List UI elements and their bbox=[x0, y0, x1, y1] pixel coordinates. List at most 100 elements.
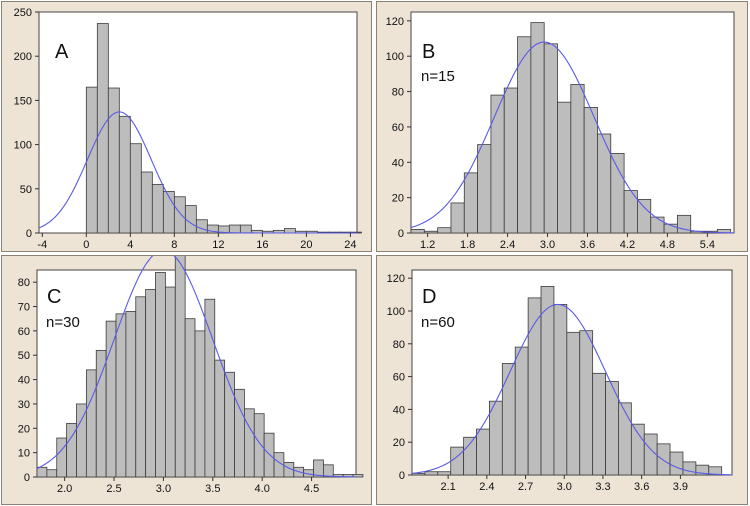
y-tick-label: 30 bbox=[18, 399, 30, 411]
y-tick-label: 150 bbox=[14, 95, 32, 107]
histogram-bar bbox=[597, 133, 612, 234]
histogram-bar bbox=[530, 22, 545, 234]
histogram-bar bbox=[145, 289, 156, 478]
histogram-c: 0 10 20 30 40 50 60 70 80 2.0 2.5 3.0 3.5 4.0 4.5 Cn=30 bbox=[18, 256, 364, 495]
histogram-bar bbox=[517, 36, 532, 234]
histogram-bar bbox=[263, 432, 275, 478]
y-tick-label: 50 bbox=[18, 350, 30, 362]
y-tick-label: 120 bbox=[387, 273, 405, 285]
x-tick-label: 3.5 bbox=[205, 483, 220, 495]
histogram-bar bbox=[490, 94, 505, 234]
histogram-bar bbox=[566, 331, 581, 476]
histogram-bar bbox=[204, 298, 216, 478]
histogram-bar bbox=[96, 23, 109, 234]
x-tick-label: 4 bbox=[127, 239, 133, 251]
x-tick-label: 1.2 bbox=[420, 239, 435, 251]
histogram-bar bbox=[194, 330, 206, 478]
histogram-bar bbox=[656, 443, 671, 476]
panel-letter: C bbox=[47, 286, 61, 308]
x-tick-label: 3.0 bbox=[540, 239, 555, 251]
sample-size-label: n=15 bbox=[421, 68, 455, 85]
histogram-bar bbox=[151, 183, 164, 234]
x-tick-label: 2.5 bbox=[106, 483, 121, 495]
x-tick-label: 3.9 bbox=[673, 481, 688, 493]
y-tick-label: 100 bbox=[387, 306, 405, 318]
x-tick-label: 24 bbox=[344, 239, 356, 251]
histogram-bar bbox=[708, 466, 723, 476]
x-tick-label: 3.6 bbox=[580, 239, 595, 251]
histogram-b: 0 20 40 60 80 100 120 1.2 1.8 2.4 3.0 3.6 4.2 4.8 5.4 B… bbox=[386, 11, 735, 251]
histogram-bar bbox=[140, 171, 153, 234]
histogram-bar bbox=[56, 437, 68, 478]
histogram-bar bbox=[352, 474, 364, 478]
histogram-bar bbox=[553, 304, 568, 476]
histogram-bar bbox=[540, 285, 555, 476]
histogram-bar bbox=[579, 330, 594, 476]
x-tick-label: 2.1 bbox=[440, 481, 455, 493]
y-tick-label: 20 bbox=[393, 437, 405, 449]
x-tick-label: 3.3 bbox=[595, 481, 610, 493]
histogram-bar bbox=[423, 230, 439, 234]
normal-fit-curve bbox=[411, 303, 733, 476]
histogram-bar bbox=[637, 199, 652, 234]
histogram-bar bbox=[155, 272, 166, 478]
y-tick-label: 0 bbox=[399, 470, 405, 482]
y-tick-label: 0 bbox=[398, 228, 404, 240]
histogram-bar bbox=[514, 346, 529, 476]
histogram-bar bbox=[618, 402, 632, 476]
x-tick-label: 3.0 bbox=[557, 481, 572, 493]
x-tick-label: -4 bbox=[37, 239, 47, 251]
histogram-d: 0 20 40 60 80 100 120 2.1 2.4 2.7 3.0 3.3 3.6 3.9 Dn=6… bbox=[387, 269, 733, 493]
histogram-bar bbox=[424, 471, 439, 476]
y-tick-label: 80 bbox=[18, 277, 30, 289]
y-tick-label: 20 bbox=[392, 193, 404, 205]
histogram-bar bbox=[450, 446, 465, 476]
histogram-bar bbox=[46, 469, 58, 478]
y-tick-label: 120 bbox=[386, 16, 404, 28]
histogram-bar bbox=[437, 227, 452, 234]
y-tick-label: 70 bbox=[18, 302, 30, 314]
histogram-bar bbox=[174, 256, 186, 478]
panel-b: 0 20 40 60 80 100 120 1.2 1.8 2.4 3.0 3.6 4.2 4.8 5.4 B… bbox=[376, 1, 748, 252]
x-tick-label: 8 bbox=[171, 239, 177, 251]
histogram-bar bbox=[543, 43, 558, 234]
histogram-bar bbox=[583, 107, 598, 234]
histogram-bar bbox=[450, 202, 465, 234]
histogram-bar bbox=[630, 423, 645, 476]
histogram-bar bbox=[592, 372, 606, 476]
histogram-bar bbox=[85, 86, 98, 234]
histogram-bar bbox=[105, 320, 117, 478]
y-tick-label: 50 bbox=[20, 184, 32, 196]
histogram-bar bbox=[107, 87, 120, 234]
panel-letter: B bbox=[422, 41, 435, 63]
histogram-bar bbox=[234, 388, 245, 478]
histogram-bar bbox=[184, 205, 197, 234]
histogram-bar bbox=[476, 428, 490, 476]
x-tick-label: 2.0 bbox=[57, 483, 72, 495]
histogram-bar bbox=[283, 228, 296, 234]
histogram-bar bbox=[129, 143, 142, 234]
x-tick-label: 4.0 bbox=[255, 483, 270, 495]
y-tick-label: 100 bbox=[14, 140, 32, 152]
y-tick-label: 40 bbox=[18, 375, 30, 387]
histogram-bar bbox=[501, 363, 516, 476]
panel-letter: D bbox=[422, 286, 436, 308]
histogram-bar bbox=[253, 413, 265, 478]
y-tick-label: 40 bbox=[393, 404, 405, 416]
y-tick-label: 60 bbox=[392, 122, 404, 134]
histogram-bar bbox=[570, 84, 585, 234]
histogram-bar bbox=[243, 408, 255, 478]
histogram-bar bbox=[410, 229, 425, 234]
x-tick-label: 2.7 bbox=[518, 481, 533, 493]
x-tick-label: 3.0 bbox=[156, 483, 171, 495]
histogram-bar bbox=[682, 461, 697, 476]
histogram-bar bbox=[115, 313, 127, 478]
histogram-bar bbox=[643, 433, 658, 476]
histogram-bar bbox=[125, 311, 137, 478]
histogram-bar bbox=[195, 219, 208, 234]
normal-fit-curve bbox=[36, 256, 357, 478]
y-tick-label: 0 bbox=[24, 472, 30, 484]
normal-fit-curve bbox=[38, 111, 357, 234]
y-tick-label: 20 bbox=[18, 423, 30, 435]
histogram-bar bbox=[118, 115, 131, 234]
